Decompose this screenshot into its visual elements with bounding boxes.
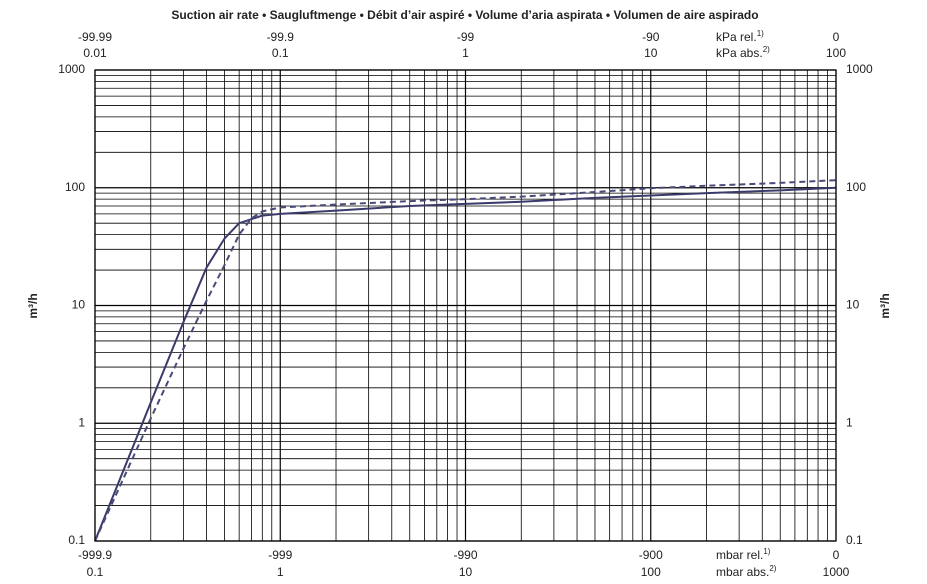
x-tick-label-kpa-abs: 0.1	[272, 46, 289, 60]
y-tick-label: 0.1	[68, 533, 85, 547]
data-line	[94, 186, 837, 542]
y-tick-label: 10	[72, 298, 86, 312]
x-tick-label-kpa-abs: 10	[644, 46, 658, 60]
y-axis-label: m³/h	[26, 293, 40, 318]
y-tick-label: 100	[65, 180, 85, 194]
unit-label: kPa abs.2)	[716, 45, 770, 60]
unit-label: mbar abs.2)	[716, 564, 777, 579]
unit-label: kPa rel.1)	[716, 29, 764, 44]
x-tick-label-mbar-rel: -999.9	[78, 548, 112, 562]
x-tick-label-kpa-rel: -99	[457, 30, 475, 44]
unit-text: kPa rel.	[716, 30, 757, 44]
x-tick-label: 0.1	[87, 565, 104, 579]
x-tick-label-kpa-rel: -90	[642, 30, 660, 44]
y-tick-label: 1000	[58, 62, 85, 76]
x-tick-label: 1000	[823, 565, 850, 579]
unit-note: 1)	[763, 547, 770, 556]
x-tick-label-mbar-rel: -990	[453, 548, 477, 562]
unit-text: kPa abs.	[716, 46, 763, 60]
unit-note: 2)	[769, 564, 776, 573]
y-axis-label-right: m³/h	[878, 293, 892, 318]
data-line	[94, 179, 837, 542]
y-tick-label-right: 1	[846, 415, 853, 429]
y-tick-label-right: 0.1	[846, 533, 863, 547]
unit-text: mbar rel.	[716, 548, 763, 562]
x-tick-label-kpa-abs: 1	[462, 46, 469, 60]
x-tick-label: 10	[459, 565, 473, 579]
plot-frame	[94, 69, 837, 542]
x-tick-label-mbar-rel: -900	[639, 548, 663, 562]
x-tick-label-mbar-rel: 0	[833, 548, 840, 562]
y-tick-label-right: 10	[846, 298, 860, 312]
chart-title: Suction air rate • Saugluftmenge • Débit…	[171, 8, 758, 22]
y-tick-label-right: 100	[846, 180, 866, 194]
x-tick-label-kpa-abs: 0.01	[83, 46, 107, 60]
y-tick-label-right: 1000	[846, 62, 873, 76]
unit-label: mbar rel.1)	[716, 547, 771, 562]
x-tick-label: 1	[277, 565, 284, 579]
unit-text: mbar abs.	[716, 565, 769, 579]
x-tick-label-kpa-rel: -99.99	[78, 30, 112, 44]
y-tick-label: 1	[78, 415, 85, 429]
unit-note: 2)	[763, 45, 770, 54]
x-tick-label-kpa-rel: 0	[833, 30, 840, 44]
unit-note: 1)	[757, 29, 764, 38]
x-tick-label: 100	[641, 565, 661, 579]
x-tick-label-kpa-abs: 100	[826, 46, 846, 60]
x-tick-label-kpa-rel: -99.9	[267, 30, 295, 44]
x-tick-label-mbar-rel: -999	[268, 548, 292, 562]
